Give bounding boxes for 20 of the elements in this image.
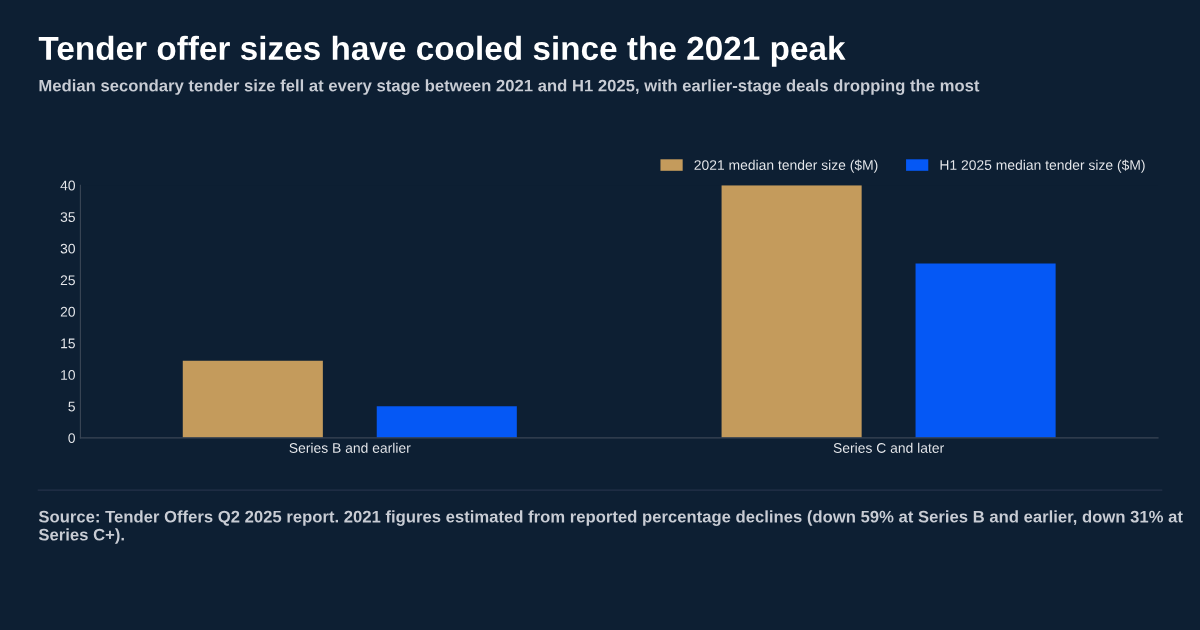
bar [721,185,862,438]
y-tick-label: 5 [68,401,75,412]
y-tick-label: 30 [60,243,75,254]
legend-label: 2021 median tender size ($M) [694,159,878,173]
y-tick-label: 40 [60,180,75,191]
y-tick-label: 15 [61,338,75,349]
chart-subtitle: Median secondary tender size fell at every stage between 2021 and H1 2025, with earlier-stage deals dropping the most [39,79,980,95]
y-tick-label: 35 [60,212,75,222]
y-tick-label: 10 [61,370,75,380]
source-note: Source: Tender Offers Q2 2025 report. 2021 figures estimated from reported percentage declines (down 59% at Series B and earlier, down 31% at Series C+). [38,510,1183,544]
y-tick-label: 0 [68,433,75,444]
x-tick-label: Series C and later [833,442,944,453]
bar [182,360,323,438]
bar [376,406,517,438]
chart-title: Tender offer sizes have cooled since the 2021 peak [38,35,846,67]
y-tick-label: 20 [60,306,75,317]
bar [915,263,1056,438]
legend-label: H1 2025 median tender size ($M) [940,159,1145,173]
y-tick-label: 25 [60,275,75,286]
x-tick-label: Series B and earlier [289,442,411,453]
